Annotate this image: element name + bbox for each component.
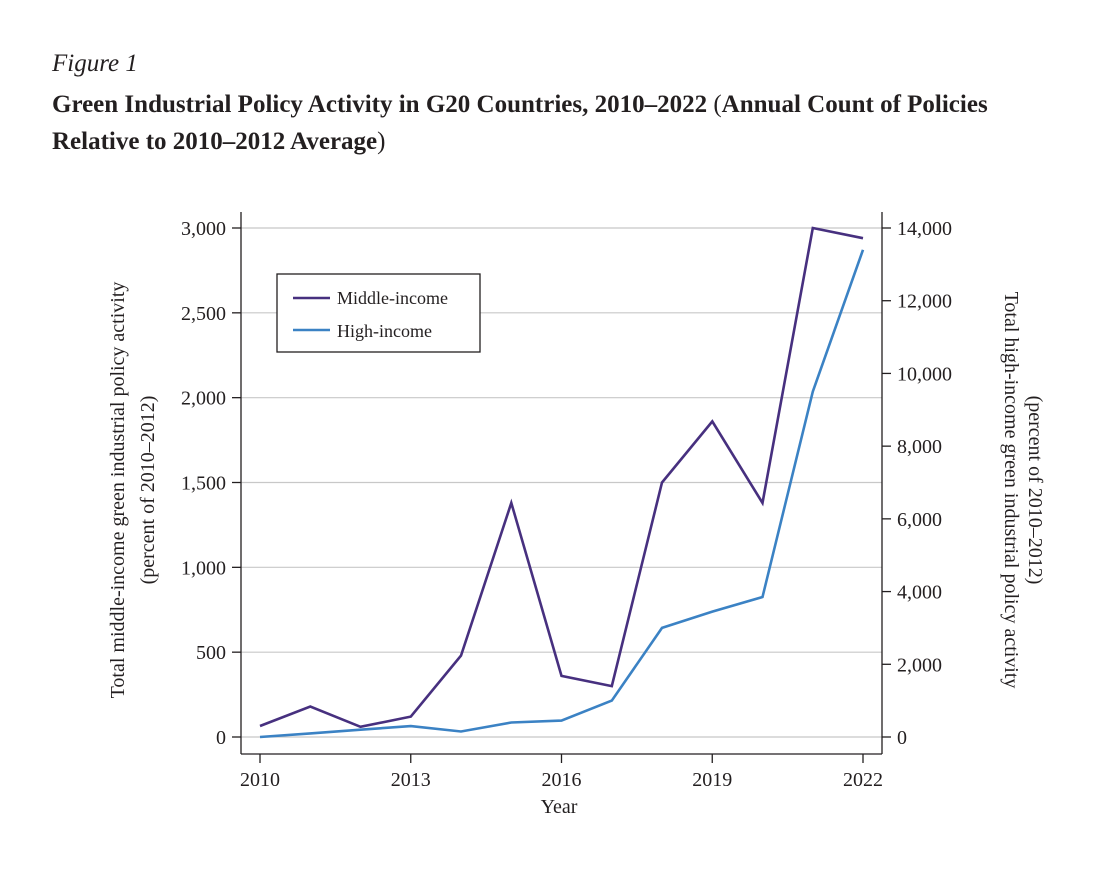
right-axis-title-line1: Total high-income green industrial polic… bbox=[1000, 292, 1022, 689]
figure-title: Green Industrial Policy Activity in G20 … bbox=[52, 86, 1062, 160]
right-axis-ticks: 0 2,000 4,000 6,000 8,000 10,000 12,000 14,000 bbox=[882, 218, 952, 749]
legend-label-middle-income: Middle-income bbox=[337, 288, 448, 308]
legend-label-high-income: High-income bbox=[337, 321, 432, 341]
x-tick-label: 2022 bbox=[843, 769, 883, 791]
x-tick-label: 2013 bbox=[391, 769, 431, 791]
right-tick-label: 14,000 bbox=[897, 218, 952, 240]
left-axis-title-line1: Total middle-income green industrial pol… bbox=[107, 282, 129, 699]
left-tick-label: 3,000 bbox=[181, 218, 226, 240]
right-axis-title: Total high-income green industrial polic… bbox=[1000, 292, 1046, 689]
right-tick-label: 12,000 bbox=[897, 291, 952, 313]
figure-title-paren-open: ( bbox=[713, 91, 722, 118]
x-tick-label: 2019 bbox=[692, 769, 732, 791]
right-tick-label: 4,000 bbox=[897, 582, 942, 604]
left-axis-title: Total middle-income green industrial pol… bbox=[107, 282, 159, 699]
figure-title-paren-close: ) bbox=[377, 128, 386, 155]
figure-label: Figure 1 bbox=[52, 50, 138, 77]
x-axis-ticks: 2010 2013 2016 2019 2022 bbox=[240, 754, 883, 791]
left-axis-title-line2: (percent of 2010–2012) bbox=[137, 396, 159, 585]
figure-title-main: Green Industrial Policy Activity in G20 … bbox=[52, 91, 708, 118]
series-line-middle-income bbox=[259, 226, 864, 729]
right-axis-title-line2: (percent of 2010–2012) bbox=[1024, 396, 1046, 585]
left-tick-label: 1,000 bbox=[181, 557, 226, 579]
legend: Middle-income High-income bbox=[276, 273, 481, 353]
right-tick-label: 10,000 bbox=[897, 363, 952, 385]
right-tick-label: 0 bbox=[897, 727, 907, 749]
series-line-high-income bbox=[259, 249, 865, 739]
x-tick-label: 2016 bbox=[542, 769, 582, 791]
left-tick-label: 0 bbox=[216, 727, 226, 749]
left-tick-label: 2,500 bbox=[181, 303, 226, 325]
figure-title-paren-text: Annual Count of Policies Relative to 201… bbox=[52, 91, 988, 155]
left-tick-label: 2,000 bbox=[181, 388, 226, 410]
gridlines bbox=[241, 227, 882, 738]
right-tick-label: 6,000 bbox=[897, 509, 942, 531]
series-lines bbox=[259, 226, 865, 739]
left-axis-ticks: 0 500 1,000 1,500 2,000 2,500 3,000 bbox=[181, 218, 241, 749]
left-tick-label: 500 bbox=[196, 642, 226, 664]
right-tick-label: 8,000 bbox=[897, 436, 942, 458]
x-tick-label: 2010 bbox=[240, 769, 280, 791]
left-tick-label: 1,500 bbox=[181, 473, 226, 495]
legend-box bbox=[276, 273, 481, 353]
right-tick-label: 2,000 bbox=[897, 654, 942, 676]
x-axis-title: Year bbox=[541, 796, 578, 818]
